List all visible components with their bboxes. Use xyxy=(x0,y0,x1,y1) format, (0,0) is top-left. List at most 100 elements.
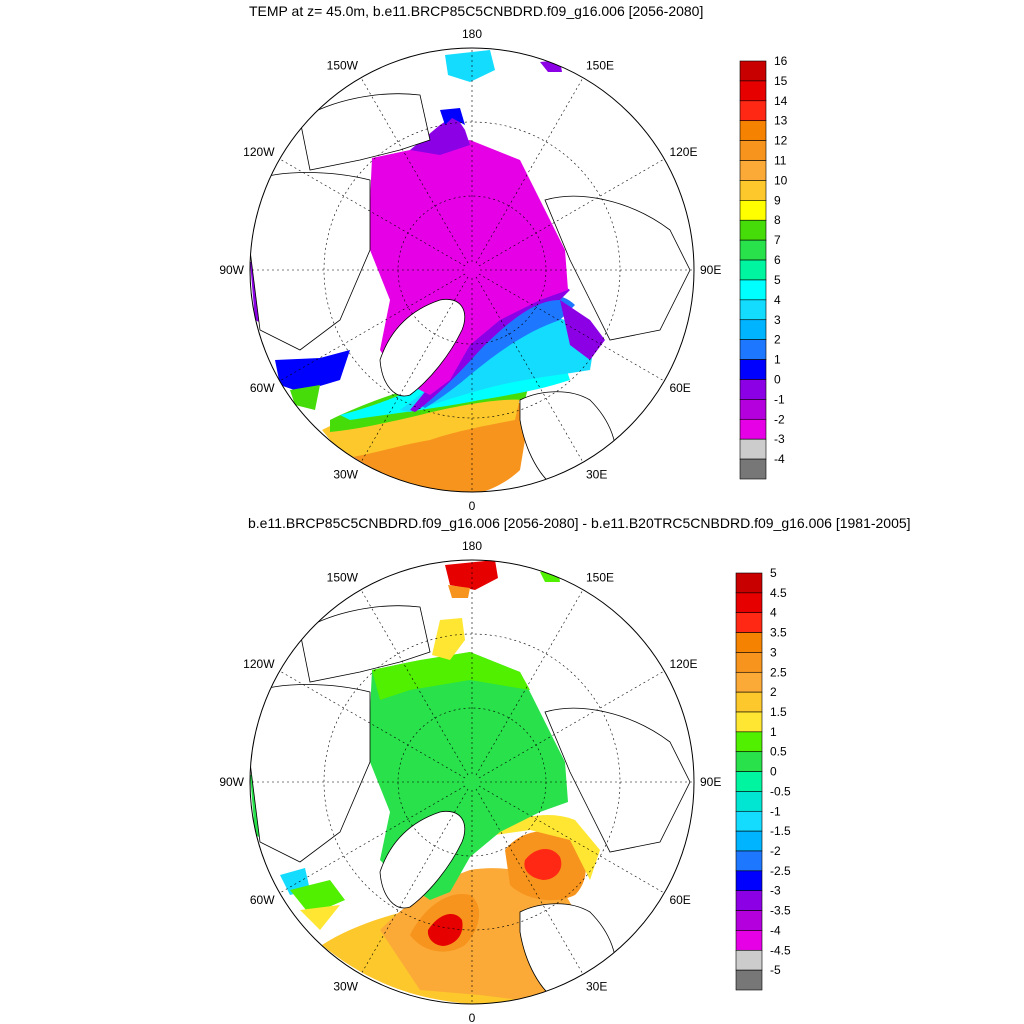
panel1-colorbar-label: 7 xyxy=(774,233,781,247)
panel2-lon-label: 60E xyxy=(669,893,690,907)
panel1-colorbar-swatch xyxy=(739,299,767,321)
panel2-land-canada xyxy=(250,684,371,863)
panel1-land-greenland xyxy=(379,298,466,397)
panel1-land-canada xyxy=(250,172,371,351)
panel1-lon-label: 30E xyxy=(586,467,607,481)
panel2-meridian xyxy=(360,589,469,776)
panel2-colorbar-label: 3 xyxy=(770,645,777,659)
panel1-colorbar-label: 1 xyxy=(774,353,781,367)
panel2-lon-label: 90E xyxy=(700,775,721,789)
panel1-colorbar-label: 10 xyxy=(774,173,788,187)
panel1-lon-label: 120W xyxy=(243,145,275,159)
panel2-colorbar-label: -0.5 xyxy=(770,784,791,798)
panel2-colorbar-swatch xyxy=(735,731,763,753)
panel2-lon-label: 30E xyxy=(586,979,607,993)
panel2-colorbar-label: 0.5 xyxy=(770,745,787,759)
panel2-colorbar-label: 4 xyxy=(770,606,777,620)
panel2-colorbar-label: -2 xyxy=(770,844,781,858)
panel1-colorbar-swatch xyxy=(739,100,767,122)
panel1-field-purple-bering xyxy=(410,115,470,155)
panel1-colorbar-swatch xyxy=(739,140,767,161)
panel2-lon-label: 120E xyxy=(669,657,697,671)
panel2-lon-label: 90W xyxy=(219,775,244,789)
panel1-colorbar-label: 2 xyxy=(774,333,781,347)
panel2-colorbar-swatch xyxy=(735,771,763,792)
panel2-field-orange xyxy=(380,868,580,1000)
panel2-map: 180 150E 120E 90E 60E 30E 0 30W 60W 90W 120W 150W xyxy=(219,539,721,1024)
panel1-colorbar-swatch xyxy=(739,60,767,82)
panel2-field-red-barents xyxy=(524,849,562,880)
panel1-colorbar-label: 13 xyxy=(774,114,788,128)
panel1-colorbar-swatch xyxy=(739,80,767,102)
panel2-colorbar-swatch xyxy=(735,592,763,614)
panel1-colorbar-label: 5 xyxy=(774,273,781,287)
panel1-field-blue-labrador xyxy=(275,350,350,392)
panel1-meridian xyxy=(279,273,466,382)
panel1-title: TEMP at z= 45.0m, b.e11.BRCP85C5CNBDRD.f… xyxy=(249,3,704,19)
panel1-colorbar-swatch xyxy=(739,418,767,440)
panel2-colorbar-swatch xyxy=(735,671,763,693)
panel2-colorbar-swatch xyxy=(735,930,763,951)
panel2-meridian xyxy=(279,670,466,779)
panel1-meridian xyxy=(475,276,584,463)
panel1-field-blue xyxy=(420,294,575,408)
panel1-lon-label: 90W xyxy=(219,263,244,277)
panel2-colorbar-label: 3.5 xyxy=(770,626,787,640)
panel2-map-border xyxy=(249,559,695,1005)
panel2-colorbar-label: 2.5 xyxy=(770,665,787,679)
panel2-colorbar-label: -1.5 xyxy=(770,824,791,838)
panel2-colorbar-swatch xyxy=(735,632,763,653)
panel2-meridian xyxy=(475,788,584,975)
panel1-field-purple-barents xyxy=(560,300,605,360)
panel1-lon-label: 150W xyxy=(327,59,359,73)
panel2-colorbar-swatch xyxy=(735,691,763,713)
panel1-colorbar-label: 9 xyxy=(774,193,781,207)
panel2-colorbar-label: -5 xyxy=(770,963,781,977)
panel1-colorbar-label: 0 xyxy=(774,372,781,386)
panel2-lon-label: 30W xyxy=(333,979,358,993)
panel2-lon-label: 180 xyxy=(462,539,482,553)
panel1-field-blue-bering xyxy=(440,108,465,125)
panel2-colorbar-label: 1.5 xyxy=(770,705,787,719)
panel2-graticule xyxy=(250,560,694,1004)
panel1-lon-label: 30W xyxy=(333,467,358,481)
panel2-colorbar-swatch xyxy=(735,910,763,931)
panel1-colorbar-swatch xyxy=(739,438,767,460)
panel2-title: b.e11.BRCP85C5CNBDRD.f09_g16.006 [2056-2… xyxy=(248,515,911,531)
panel2-colorbar-label: -4.5 xyxy=(770,943,791,957)
panel2-colorbar-swatch xyxy=(735,791,763,812)
panel1-lon-label: 120E xyxy=(669,145,697,159)
panel1-colorbar-swatch xyxy=(739,399,767,420)
panel2-colorbar-label: -3.5 xyxy=(770,904,791,918)
panel2-lon-label: 120W xyxy=(243,657,275,671)
panel2-land-greenland xyxy=(379,810,466,909)
panel2-lon-label: 150E xyxy=(586,571,614,585)
panel2-colorbar-swatch xyxy=(735,612,763,633)
panel2-colorbar-swatch xyxy=(735,751,763,772)
panel1-colorbar-label: 8 xyxy=(774,213,781,227)
panel1-meridian xyxy=(279,158,466,267)
panel1-colorbar-swatch xyxy=(739,160,767,181)
panel2-lon-label: 60W xyxy=(250,893,275,907)
panel2-colorbar-swatch xyxy=(735,890,763,911)
panel1-colorbar-label: -4 xyxy=(774,452,785,466)
panel2-field-yellow-barents xyxy=(495,815,600,880)
panel2-meridian xyxy=(360,788,469,975)
panel2-colorbar-swatch xyxy=(735,652,763,673)
panel1-colorbar-label: -3 xyxy=(774,432,785,446)
panel2-colorbar: 5 4.5 4 3.5 3 2.5 2 1.5 1 0.5 0 -0.5 -1 -1.5 -2 -2.5 -3 -… xyxy=(735,566,791,991)
panel2-colorbar-label: 0 xyxy=(770,765,777,779)
panel2-field-yellow-bering xyxy=(432,618,465,660)
panel1-colorbar-label: 11 xyxy=(774,154,787,168)
panel1-colorbar-swatch xyxy=(739,359,767,380)
panel1-field-yellow xyxy=(322,395,520,458)
panel1-colorbar-label: 14 xyxy=(774,94,788,108)
panel1-map-border xyxy=(249,47,695,493)
panel1-colorbar-label: -1 xyxy=(774,392,785,406)
panel1-lon-label: 150E xyxy=(586,59,614,73)
panel1-colorbar-swatch xyxy=(739,319,767,340)
panel2-colorbar-swatch xyxy=(735,572,763,594)
panel1-lon-label: 180 xyxy=(462,27,482,41)
